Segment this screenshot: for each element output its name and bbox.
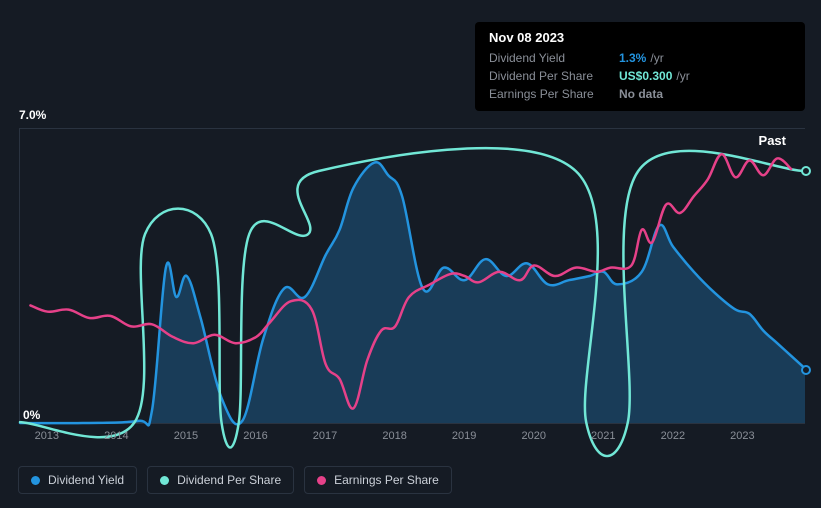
- tooltip-value: 1.3%: [619, 51, 646, 65]
- tooltip-date: Nov 08 2023: [489, 30, 791, 49]
- x-tick: 2022: [661, 430, 685, 442]
- tooltip-value: US$0.300: [619, 69, 672, 83]
- series-end-marker: [801, 166, 811, 176]
- x-tick: 2018: [382, 430, 406, 442]
- x-tick: 2016: [243, 430, 267, 442]
- tooltip-label: Dividend Yield: [489, 51, 619, 65]
- tooltip-label: Earnings Per Share: [489, 87, 619, 101]
- chart-tooltip: Nov 08 2023 Dividend Yield1.3%/yrDividen…: [475, 22, 805, 111]
- chart-legend: Dividend Yield Dividend Per Share Earnings…: [18, 466, 452, 494]
- legend-label: Dividend Per Share: [177, 473, 281, 487]
- chart-plot-area[interactable]: [19, 128, 805, 424]
- legend-dot-icon: [160, 476, 169, 485]
- x-tick: 2013: [35, 430, 59, 442]
- tooltip-row: Earnings Per ShareNo data: [489, 85, 791, 103]
- tooltip-row: Dividend Yield1.3% /yr: [489, 49, 791, 67]
- tooltip-unit: /yr: [650, 51, 663, 65]
- tooltip-unit: /yr: [676, 69, 689, 83]
- tooltip-row: Dividend Per ShareUS$0.300/yr: [489, 67, 791, 85]
- legend-item[interactable]: Dividend Per Share: [147, 466, 294, 494]
- x-axis: 2013 2014 2015 2016 2017 2018 2019 2020 2021 2022…: [19, 430, 805, 450]
- x-tick: 2015: [174, 430, 198, 442]
- x-tick: 2020: [521, 430, 545, 442]
- x-tick: 2019: [452, 430, 476, 442]
- x-tick: 2021: [591, 430, 615, 442]
- legend-label: Earnings Per Share: [334, 473, 439, 487]
- legend-label: Dividend Yield: [48, 473, 124, 487]
- x-tick: 2023: [730, 430, 754, 442]
- legend-item[interactable]: Earnings Per Share: [304, 466, 452, 494]
- legend-dot-icon: [317, 476, 326, 485]
- tooltip-label: Dividend Per Share: [489, 69, 619, 83]
- series-end-marker: [801, 365, 811, 375]
- legend-dot-icon: [31, 476, 40, 485]
- x-tick: 2014: [104, 430, 128, 442]
- y-axis-max: 7.0%: [19, 108, 46, 122]
- tooltip-value: No data: [619, 87, 663, 101]
- x-tick: 2017: [313, 430, 337, 442]
- legend-item[interactable]: Dividend Yield: [18, 466, 137, 494]
